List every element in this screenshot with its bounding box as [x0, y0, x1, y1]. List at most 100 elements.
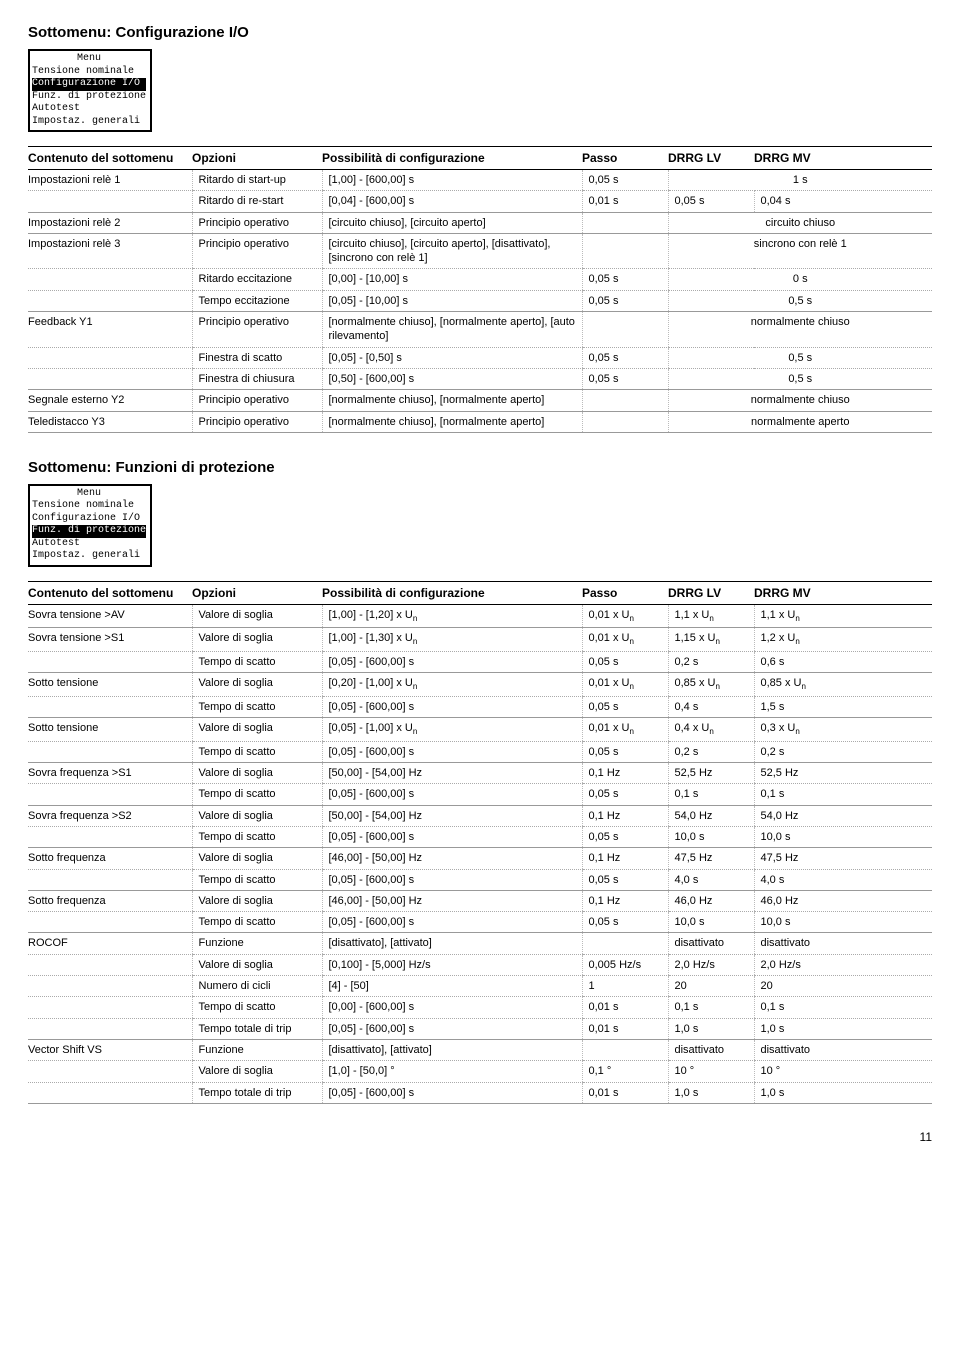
cell: 0,01 x Un [582, 673, 668, 697]
cell: Tempo di scatto [192, 869, 322, 890]
menu-item: Impostaz. generali [32, 116, 146, 129]
cell: [0,50] - [600,00] s [322, 368, 582, 389]
cell: [0,05] - [600,00] s [322, 869, 582, 890]
cell: Tempo di scatto [192, 912, 322, 933]
cell: [1,00] - [600,00] s [322, 170, 582, 191]
cell: [disattivato], [attivato] [322, 933, 582, 954]
cell: 4,0 s [754, 869, 932, 890]
cell: 0,1 Hz [582, 805, 668, 826]
column-header: Passo [582, 147, 668, 170]
cell: Sotto frequenza [28, 890, 192, 911]
cell: Valore di soglia [192, 805, 322, 826]
table-row: Sotto tensione Valore di soglia[0,20] - … [28, 673, 932, 697]
cell: [0,05] - [600,00] s [322, 1018, 582, 1039]
menu-item: Impostaz. generali [32, 550, 146, 563]
cell: Sotto tensione [28, 718, 192, 742]
cell: Valore di soglia [192, 763, 322, 784]
cell [28, 191, 192, 212]
cell: 0,05 s [582, 826, 668, 847]
cell: [50,00] - [54,00] Hz [322, 805, 582, 826]
table-row: Sotto frequenza Valore di soglia[46,00] … [28, 848, 932, 869]
cell: [normalmente chiuso], [normalmente apert… [322, 312, 582, 348]
table-row: Impostazioni relè 1Ritardo di start-up[1… [28, 170, 932, 191]
cell: sincrono con relè 1 [668, 233, 932, 269]
cell: 0,05 s [668, 191, 754, 212]
cell: 54,0 Hz [668, 805, 754, 826]
cell: [0,05] - [1,00] x Un [322, 718, 582, 742]
cell: [0,00] - [600,00] s [322, 997, 582, 1018]
cell: 1,5 s [754, 696, 932, 717]
table-row: Ritardo di re-start[0,04] - [600,00] s0,… [28, 191, 932, 212]
cell: Principio operativo [192, 411, 322, 432]
cell: 2,0 Hz/s [668, 954, 754, 975]
cell: disattivato [668, 933, 754, 954]
cell: 47,5 Hz [754, 848, 932, 869]
cell: Tempo di scatto [192, 741, 322, 762]
cell: 0,05 s [582, 368, 668, 389]
cell: [0,100] - [5,000] Hz/s [322, 954, 582, 975]
cell [28, 290, 192, 311]
cell: Valore di soglia [192, 954, 322, 975]
menu-item: Funz. di protezione [32, 525, 146, 538]
cell [582, 411, 668, 432]
cell [28, 741, 192, 762]
cell: [circuito chiuso], [circuito aperto], [d… [322, 233, 582, 269]
cell: disattivato [668, 1039, 754, 1060]
menu-screenshot-2: Menu Tensione nominaleConfigurazione I/O… [28, 484, 152, 567]
cell: [0,05] - [0,50] s [322, 347, 582, 368]
cell: normalmente aperto [668, 411, 932, 432]
cell: 0,005 Hz/s [582, 954, 668, 975]
cell [582, 212, 668, 233]
cell: 54,0 Hz [754, 805, 932, 826]
cell [582, 312, 668, 348]
cell: Tempo totale di trip [192, 1082, 322, 1103]
column-header: Contenuto del sottomenu [28, 147, 192, 170]
cell: 0,05 s [582, 912, 668, 933]
cell: Sotto tensione [28, 673, 192, 697]
cell: [0,05] - [600,00] s [322, 1082, 582, 1103]
cell: 10,0 s [668, 912, 754, 933]
column-header: Possibilità di configurazione [322, 581, 582, 604]
cell: 0,2 s [668, 741, 754, 762]
cell: Teledistacco Y3 [28, 411, 192, 432]
cell: 1,1 x Un [668, 604, 754, 628]
cell: 10,0 s [754, 826, 932, 847]
cell: Sotto frequenza [28, 848, 192, 869]
cell: Sovra tensione >S1 [28, 628, 192, 652]
cell: 0,01 s [582, 191, 668, 212]
table-row: Ritardo eccitazione[0,00] - [10,00] s0,0… [28, 269, 932, 290]
cell [582, 933, 668, 954]
cell [28, 269, 192, 290]
menu2-title: Menu [32, 488, 146, 501]
cell: 0,01 s [582, 1082, 668, 1103]
column-header: DRRG LV [668, 581, 754, 604]
cell: disattivato [754, 933, 932, 954]
cell: 0,85 x Un [754, 673, 932, 697]
cell [28, 826, 192, 847]
cell: ROCOF [28, 933, 192, 954]
table-row: Teledistacco Y3Principio operativo[norma… [28, 411, 932, 432]
cell: [normalmente chiuso], [normalmente apert… [322, 411, 582, 432]
table-row: Numero di cicli[4] - [50]12020 [28, 976, 932, 997]
table-row: Tempo di scatto[0,05] - [600,00] s0,05 s… [28, 869, 932, 890]
table-row: Tempo di scatto[0,05] - [600,00] s0,05 s… [28, 912, 932, 933]
table-row: Valore di soglia[0,100] - [5,000] Hz/s0,… [28, 954, 932, 975]
column-header: Contenuto del sottomenu [28, 581, 192, 604]
table-row: Tempo di scatto[0,05] - [600,00] s0,05 s… [28, 696, 932, 717]
cell: 1,0 s [668, 1018, 754, 1039]
cell: 0,01 x Un [582, 604, 668, 628]
cell: Valore di soglia [192, 604, 322, 628]
cell: 0,2 s [668, 652, 754, 673]
cell: 0,1 s [754, 997, 932, 1018]
cell: Numero di cicli [192, 976, 322, 997]
cell: 46,0 Hz [754, 890, 932, 911]
menu-item: Autotest [32, 103, 146, 116]
table-row: Sotto frequenza Valore di soglia[46,00] … [28, 890, 932, 911]
cell: Tempo di scatto [192, 997, 322, 1018]
table-row: Sovra tensione >S1Valore di soglia[1,00]… [28, 628, 932, 652]
cell: 0,4 x Un [668, 718, 754, 742]
cell [28, 347, 192, 368]
cell: 0,5 s [668, 347, 932, 368]
cell: Sovra frequenza >S2 [28, 805, 192, 826]
table2-header-row: Contenuto del sottomenuOpzioniPossibilit… [28, 581, 932, 604]
